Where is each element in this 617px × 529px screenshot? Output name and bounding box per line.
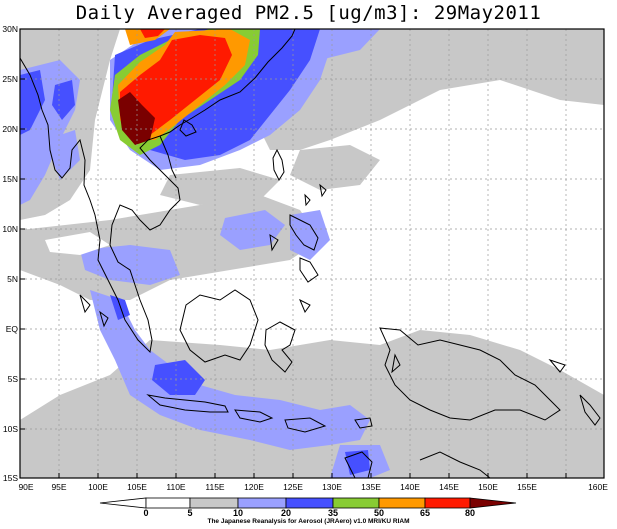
lon-label: 155E: [517, 482, 537, 492]
lat-label: 30N: [2, 24, 18, 34]
colorbar-label: 65: [420, 508, 430, 518]
colorbar-label: 50: [374, 508, 384, 518]
lat-label: 10N: [2, 224, 18, 234]
colorbar-label: 5: [187, 508, 192, 518]
colorbar-swatch: [189, 497, 239, 509]
colorbar: [99, 497, 517, 509]
colorbar-label: 80: [465, 508, 475, 518]
colorbar-label: 20: [281, 508, 291, 518]
pm25-field-above-80: [118, 92, 155, 145]
lon-label: 160E: [588, 482, 608, 492]
colorbar-swatch: [469, 497, 517, 509]
lat-label: 15S: [3, 473, 18, 483]
lon-label: 135E: [361, 482, 381, 492]
lon-label: 120E: [244, 482, 264, 492]
lon-label: 100E: [88, 482, 108, 492]
lon-label: 140E: [400, 482, 420, 492]
credit-text: The Japanese Reanalysis for Aerosol (JRA…: [207, 518, 410, 525]
colorbar-labels: 0 5 10 20 35 50 65 80: [143, 508, 475, 518]
colorbar-swatch: [378, 497, 426, 509]
lon-label: 125E: [283, 482, 303, 492]
lon-label: 150E: [478, 482, 498, 492]
lon-label: 105E: [127, 482, 147, 492]
map-plot-area: [20, 29, 604, 478]
colorbar-swatch: [237, 497, 287, 509]
colorbar-swatch: [145, 497, 191, 509]
colorbar-label: 0: [143, 508, 148, 518]
map-frame: [19, 28, 605, 479]
coastlines: [20, 29, 601, 478]
colorbar-swatch: [332, 497, 380, 509]
lon-label: 90E: [18, 482, 33, 492]
lat-label: 5S: [8, 374, 19, 384]
lon-label: 95E: [51, 482, 66, 492]
longitude-labels: 90E 95E 100E 105E 110E 115E 120E 125E 13…: [18, 482, 608, 492]
lon-label: 145E: [439, 482, 459, 492]
lat-label: 20N: [2, 124, 18, 134]
lon-label: 115E: [205, 482, 225, 492]
colorbar-label: 35: [328, 508, 338, 518]
lon-label: 130E: [322, 482, 342, 492]
colorbar-swatch: [285, 497, 334, 509]
latitude-labels: 30N 25N 20N 15N 10N 5N EQ 5S 10S 15S: [2, 24, 18, 483]
graticule: [20, 29, 604, 478]
lat-label: 10S: [3, 424, 18, 434]
lat-label: 15N: [2, 174, 18, 184]
map-title: Daily Averaged PM2.5 [ug/m3]: 29May2011: [75, 2, 542, 24]
colorbar-swatch: [99, 497, 147, 509]
lat-label: 5N: [7, 274, 18, 284]
lat-label: 25N: [2, 74, 18, 84]
lon-label: 110E: [166, 482, 186, 492]
colorbar-swatch: [424, 497, 471, 509]
lat-label: EQ: [6, 324, 19, 334]
low-concentration-areas: [45, 180, 604, 345]
colorbar-label: 10: [233, 508, 243, 518]
axis-ticks: [20, 78, 567, 478]
